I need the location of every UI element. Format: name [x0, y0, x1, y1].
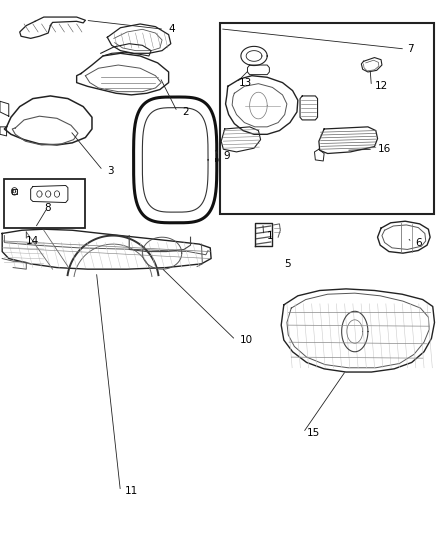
Text: 2: 2 — [182, 107, 188, 117]
Text: 10: 10 — [240, 335, 253, 345]
Text: 9: 9 — [223, 151, 230, 160]
Text: 4: 4 — [169, 25, 175, 34]
Text: 5: 5 — [284, 259, 290, 269]
Text: 16: 16 — [378, 144, 391, 154]
Text: 3: 3 — [107, 166, 114, 175]
Text: 13: 13 — [239, 78, 252, 87]
Text: 6: 6 — [415, 238, 422, 247]
Text: 12: 12 — [374, 82, 388, 91]
Text: 1: 1 — [267, 231, 274, 240]
Text: 15: 15 — [307, 428, 320, 438]
Text: 14: 14 — [26, 236, 39, 246]
Text: 8: 8 — [44, 203, 51, 213]
Text: 7: 7 — [407, 44, 414, 54]
FancyBboxPatch shape — [4, 179, 85, 228]
Text: 11: 11 — [125, 487, 138, 496]
FancyBboxPatch shape — [220, 23, 434, 214]
